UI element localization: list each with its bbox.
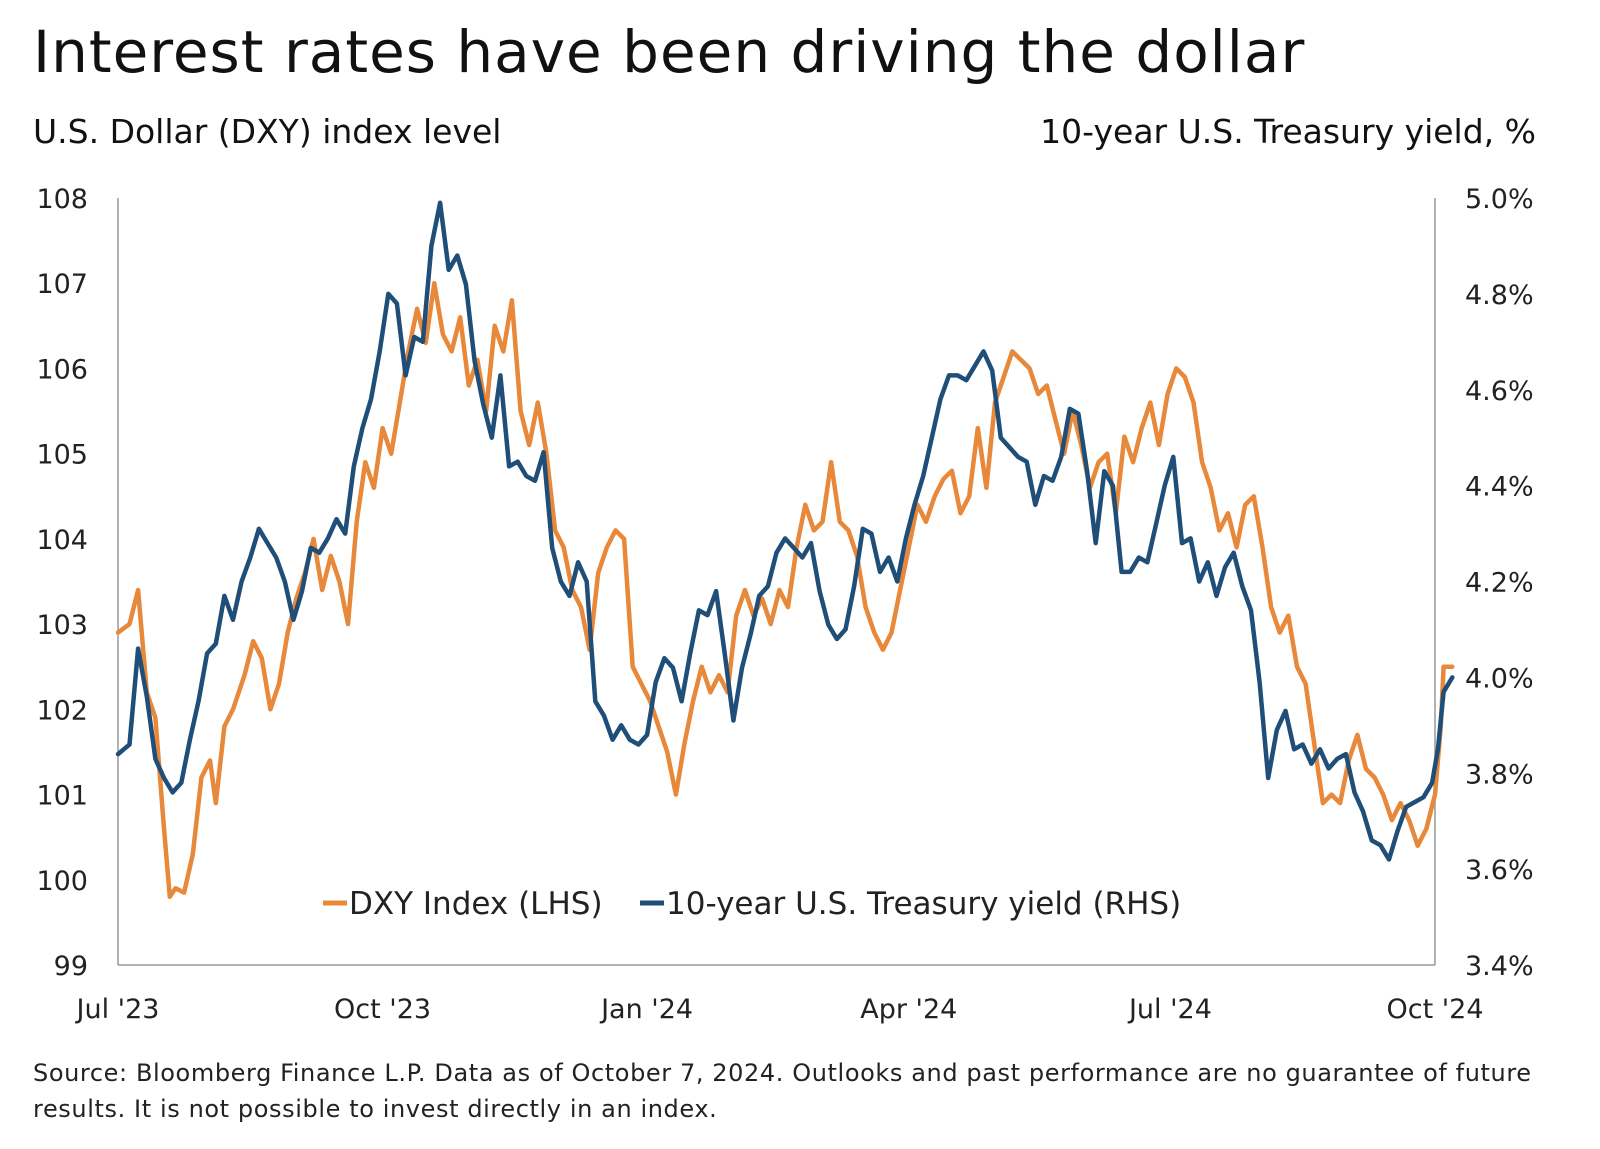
right-tick-label: 3.8% [1465,759,1534,790]
x-tick-label: Jan '24 [599,994,693,1025]
x-tick-label: Apr '24 [860,994,957,1025]
left-tick-label: 103 [36,610,88,641]
left-tick-label: 102 [36,695,88,726]
treasury-yield-series-line [115,200,1455,862]
left-tick-label: 104 [36,525,88,556]
right-tick-label: 5.0% [1465,184,1534,215]
dxy-series-line [115,280,1455,900]
left-tick-label: 105 [36,440,88,471]
right-tick-label: 4.8% [1465,280,1534,311]
right-axis-title: 10-year U.S. Treasury yield, % [1040,112,1536,151]
right-tick-label: 4.0% [1465,663,1534,694]
chart-plot-area: 108 107 106 105 104 103 102 101 100 99 5.0% 4.8% 4.6… [36,184,1533,1025]
source-footnote: Source: Bloomberg Finance L.P. Data as o… [33,1059,1532,1123]
chart-title: Interest rates have been driving the dol… [33,18,1306,86]
left-tick-label: 99 [54,951,88,982]
left-tick-label: 106 [36,354,88,385]
x-tick-label: Jul '23 [75,994,160,1025]
x-tick-label: Oct '23 [334,994,431,1025]
left-tick-label: 108 [36,184,88,215]
right-tick-label: 4.2% [1465,568,1534,599]
left-axis-title: U.S. Dollar (DXY) index level [33,112,502,151]
left-tick-label: 101 [36,781,88,812]
legend: DXY Index (LHS) 10-year U.S. Treasury yie… [323,886,1181,922]
legend-item-treasury-yield-label: 10-year U.S. Treasury yield (RHS) [666,886,1181,922]
x-tick-label: Oct '24 [1386,994,1483,1025]
axes: 108 107 106 105 104 103 102 101 100 99 5.0% 4.8% 4.6… [36,184,1533,1025]
right-tick-label: 4.4% [1465,472,1534,503]
left-tick-label: 100 [36,866,88,897]
right-tick-label: 4.6% [1465,376,1534,407]
left-tick-label: 107 [36,269,88,300]
legend-item-dxy-label: DXY Index (LHS) [349,886,603,922]
x-tick-label: Jul '24 [1127,994,1212,1025]
right-tick-label: 3.6% [1465,855,1534,886]
right-tick-label: 3.4% [1465,951,1534,982]
series-layer [115,200,1455,900]
